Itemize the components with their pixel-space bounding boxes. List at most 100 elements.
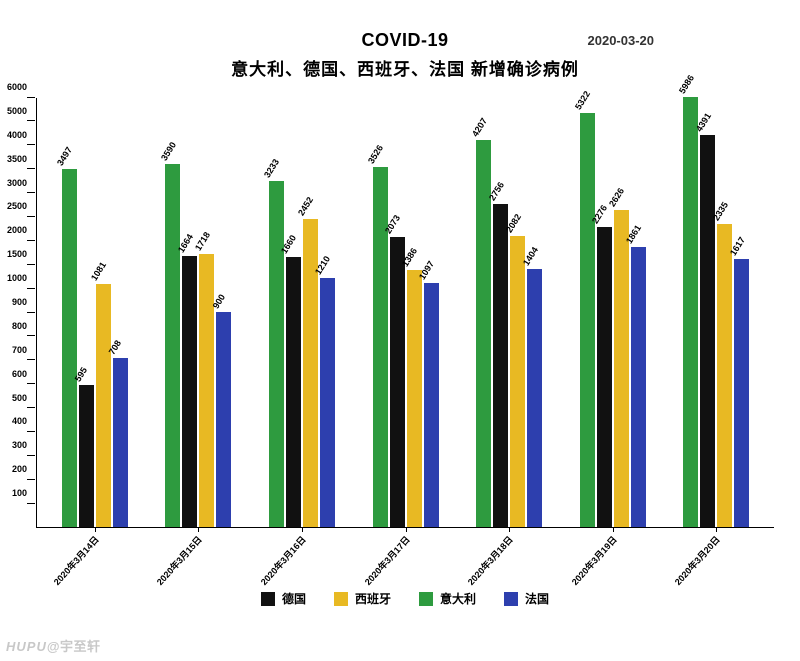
y-tick-label: 3500 [7,154,27,164]
y-tick [27,335,35,336]
y-tick [27,192,35,193]
bar: 2335 [717,224,732,527]
bar-value-label: 3526 [366,144,388,168]
chart-container: COVID-19 2020-03-20 意大利、德国、西班牙、法国 新增确诊病例… [36,30,774,611]
y-tick [27,144,35,145]
bar: 2082 [510,236,525,527]
y-tick-label: 400 [12,416,27,426]
bar: 595 [79,385,94,527]
bar: 1210 [320,278,335,527]
y-tick [27,168,35,169]
bar: 1660 [286,257,301,527]
plot-area: 349759510817082020年3月14日3590166417189002… [36,98,774,528]
legend-label: 西班牙 [355,590,391,607]
y-tick [27,503,35,504]
bar-value-label: 5322 [573,89,595,113]
y-tick-label: 1000 [7,273,27,283]
y-tick-label: 700 [12,345,27,355]
bar-value-label: 1081 [89,260,111,284]
bar: 1097 [424,283,439,527]
bar: 1404 [527,269,542,527]
y-tick [27,383,35,384]
legend-swatch [419,592,433,606]
bar: 1617 [734,259,749,527]
bar: 1386 [407,270,422,527]
y-tick-label: 6000 [7,82,27,92]
y-tick [27,312,35,313]
bar: 1718 [199,254,214,527]
watermark-site: HUPU [6,639,47,654]
bar-group: 35262073138610972020年3月17日 [354,98,458,527]
bar-groups: 349759510817082020年3月14日3590166417189002… [37,98,774,527]
bar-group: 53222276262618612020年3月19日 [561,98,665,527]
legend-item: 西班牙 [334,590,391,607]
legend-label: 法国 [525,590,549,607]
title-block: COVID-19 2020-03-20 意大利、德国、西班牙、法国 新增确诊病例 [36,30,774,80]
legend: 德国 西班牙 意大利 法国 [36,590,774,607]
bar: 4391 [700,135,715,527]
y-tick-label: 100 [12,488,27,498]
y-tick [27,264,35,265]
bar-group: 349759510817082020年3月14日 [43,98,147,527]
y-tick [27,431,35,432]
y-tick-label: 300 [12,440,27,450]
bar-group: 32331660245212102020年3月16日 [250,98,354,527]
bar: 5322 [580,113,595,527]
bar-value-label: 4207 [470,116,492,140]
y-tick-label: 2000 [7,225,27,235]
bar-group: 3590166417189002020年3月15日 [147,98,251,527]
legend-swatch [504,592,518,606]
bar-group: 59864391233516172020年3月20日 [664,98,768,527]
bar: 3590 [165,164,180,527]
chart-date: 2020-03-20 [588,33,655,48]
bar: 2626 [614,210,629,527]
y-tick-label: 200 [12,464,27,474]
y-tick-label: 900 [12,297,27,307]
bar: 3497 [62,169,77,527]
bar: 3526 [373,167,388,527]
legend-item: 德国 [261,590,306,607]
y-tick-label: 2500 [7,201,27,211]
chart-subtitle: 意大利、德国、西班牙、法国 新增确诊病例 [36,55,774,80]
bar: 1861 [631,247,646,527]
legend-label: 意大利 [440,590,476,607]
y-tick [27,288,35,289]
bar-value-label: 2626 [607,187,629,211]
bar: 2276 [597,227,612,527]
y-tick [27,359,35,360]
y-tick [27,97,35,98]
y-tick-label: 1500 [7,249,27,259]
y-tick-label: 600 [12,369,27,379]
y-tick [27,120,35,121]
bar: 3233 [269,181,284,527]
legend-item: 意大利 [419,590,476,607]
y-tick [27,455,35,456]
chart-title: COVID-19 [36,30,774,51]
bar-value-label: 2452 [296,195,318,219]
bar: 5986 [683,97,698,527]
y-tick [27,240,35,241]
y-tick [27,216,35,217]
y-tick-label: 3000 [7,178,27,188]
bar: 1081 [96,284,111,527]
bar-value-label: 3497 [55,145,77,169]
y-tick [27,407,35,408]
y-tick-label: 800 [12,321,27,331]
bar-value-label: 1718 [193,230,215,254]
legend-item: 法国 [504,590,549,607]
bar-group: 42072756208214042020年3月18日 [457,98,561,527]
bar: 1664 [182,256,197,527]
y-tick-label: 4000 [7,130,27,140]
legend-swatch [334,592,348,606]
legend-swatch [261,592,275,606]
bar-value-label: 3233 [262,158,284,182]
y-tick-label: 5000 [7,106,27,116]
watermark-handle: @宇至轩 [47,639,101,654]
y-tick [27,479,35,480]
legend-label: 德国 [282,590,306,607]
y-tick-label: 500 [12,393,27,403]
bar: 2756 [493,204,508,527]
watermark: HUPU@宇至轩 [6,636,101,655]
bar: 2073 [390,237,405,527]
bar-value-label: 3590 [159,140,181,164]
